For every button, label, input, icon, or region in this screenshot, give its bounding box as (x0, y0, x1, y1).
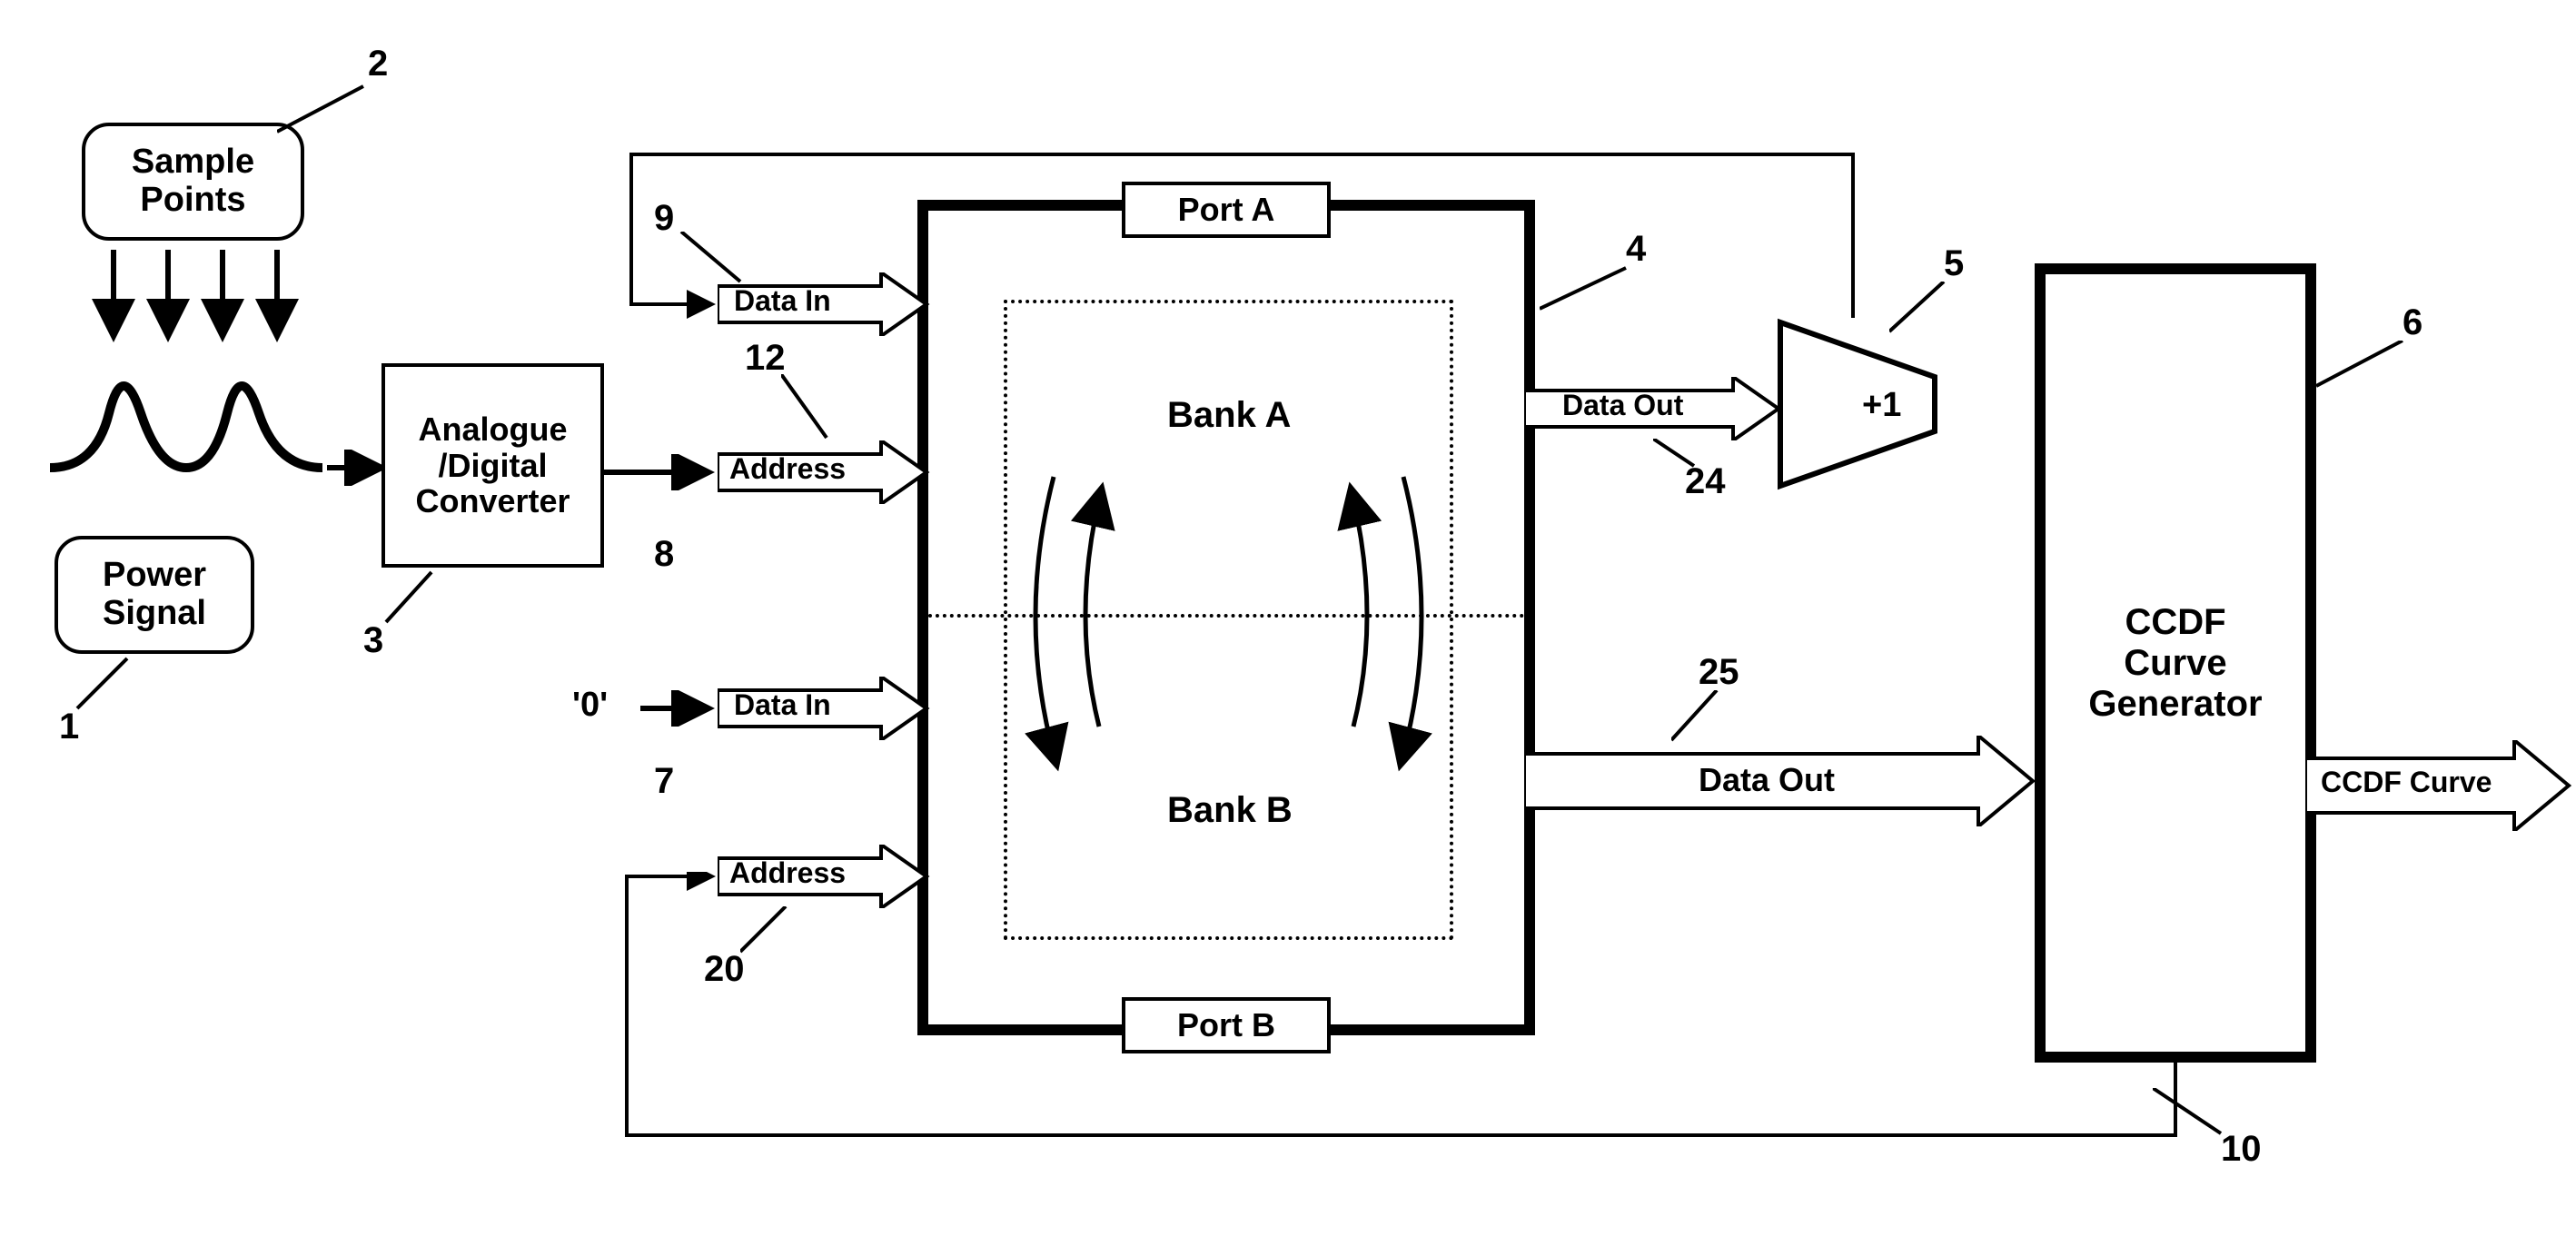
waveform-icon (41, 359, 341, 504)
leader-9 (677, 232, 749, 286)
refnum-9: 9 (654, 198, 674, 239)
ccdf-to-address-b-line (618, 872, 2189, 1172)
arrow-adc-to-address (604, 454, 722, 490)
swap-arrows-icon (1004, 454, 1453, 781)
sample-arrows-down (68, 241, 322, 359)
refnum-8: 8 (654, 534, 674, 575)
zero-label: '0' (572, 686, 608, 725)
arrow-zero-to-datain-b (640, 690, 722, 727)
refnum-20: 20 (704, 949, 745, 990)
ccdf-curve-text: CCDF Curve (2321, 766, 2492, 799)
feedback-line-incrementer (622, 145, 1957, 345)
leader-20 (740, 906, 795, 956)
refnum-12: 12 (745, 338, 786, 379)
leader-6 (2316, 341, 2407, 391)
adc-label: Analogue /Digital Converter (415, 411, 570, 519)
bank-a-label: Bank A (1167, 395, 1291, 436)
power-signal-label: Power Signal (103, 557, 206, 633)
leader-2 (277, 82, 377, 136)
leader-10 (2153, 1088, 2230, 1138)
leader-5 (1889, 282, 1953, 336)
bank-b-label: Bank B (1167, 790, 1293, 831)
leader-4 (1540, 263, 1630, 318)
refnum-5: 5 (1944, 243, 1964, 284)
data-out-b-text: Data Out (1699, 761, 1835, 799)
data-out-a-text: Data Out (1562, 389, 1683, 422)
refnum-25: 25 (1699, 652, 1739, 693)
refnum-6: 6 (2403, 302, 2422, 343)
refnum-3: 3 (363, 620, 383, 661)
leader-1 (73, 654, 136, 713)
data-in-b-text: Data In (734, 688, 831, 722)
ccdf-label: CCDF Curve Generator (2088, 602, 2262, 725)
sample-points-label: Sample Points (132, 143, 254, 220)
power-signal-box: Power Signal (54, 536, 254, 654)
leader-25 (1671, 690, 1721, 745)
sample-points-box: Sample Points (82, 123, 304, 241)
address-a-text: Address (729, 452, 846, 486)
refnum-7: 7 (654, 761, 674, 802)
leader-12 (781, 374, 836, 447)
leader-24 (1653, 439, 1703, 470)
diagram-canvas: Sample Points Power Signal Analogue /Dig… (0, 0, 2576, 1256)
adc-box: Analogue /Digital Converter (381, 363, 604, 568)
refnum-2: 2 (368, 44, 388, 84)
incrementer-label: +1 (1862, 386, 1901, 425)
leader-3 (381, 568, 445, 627)
